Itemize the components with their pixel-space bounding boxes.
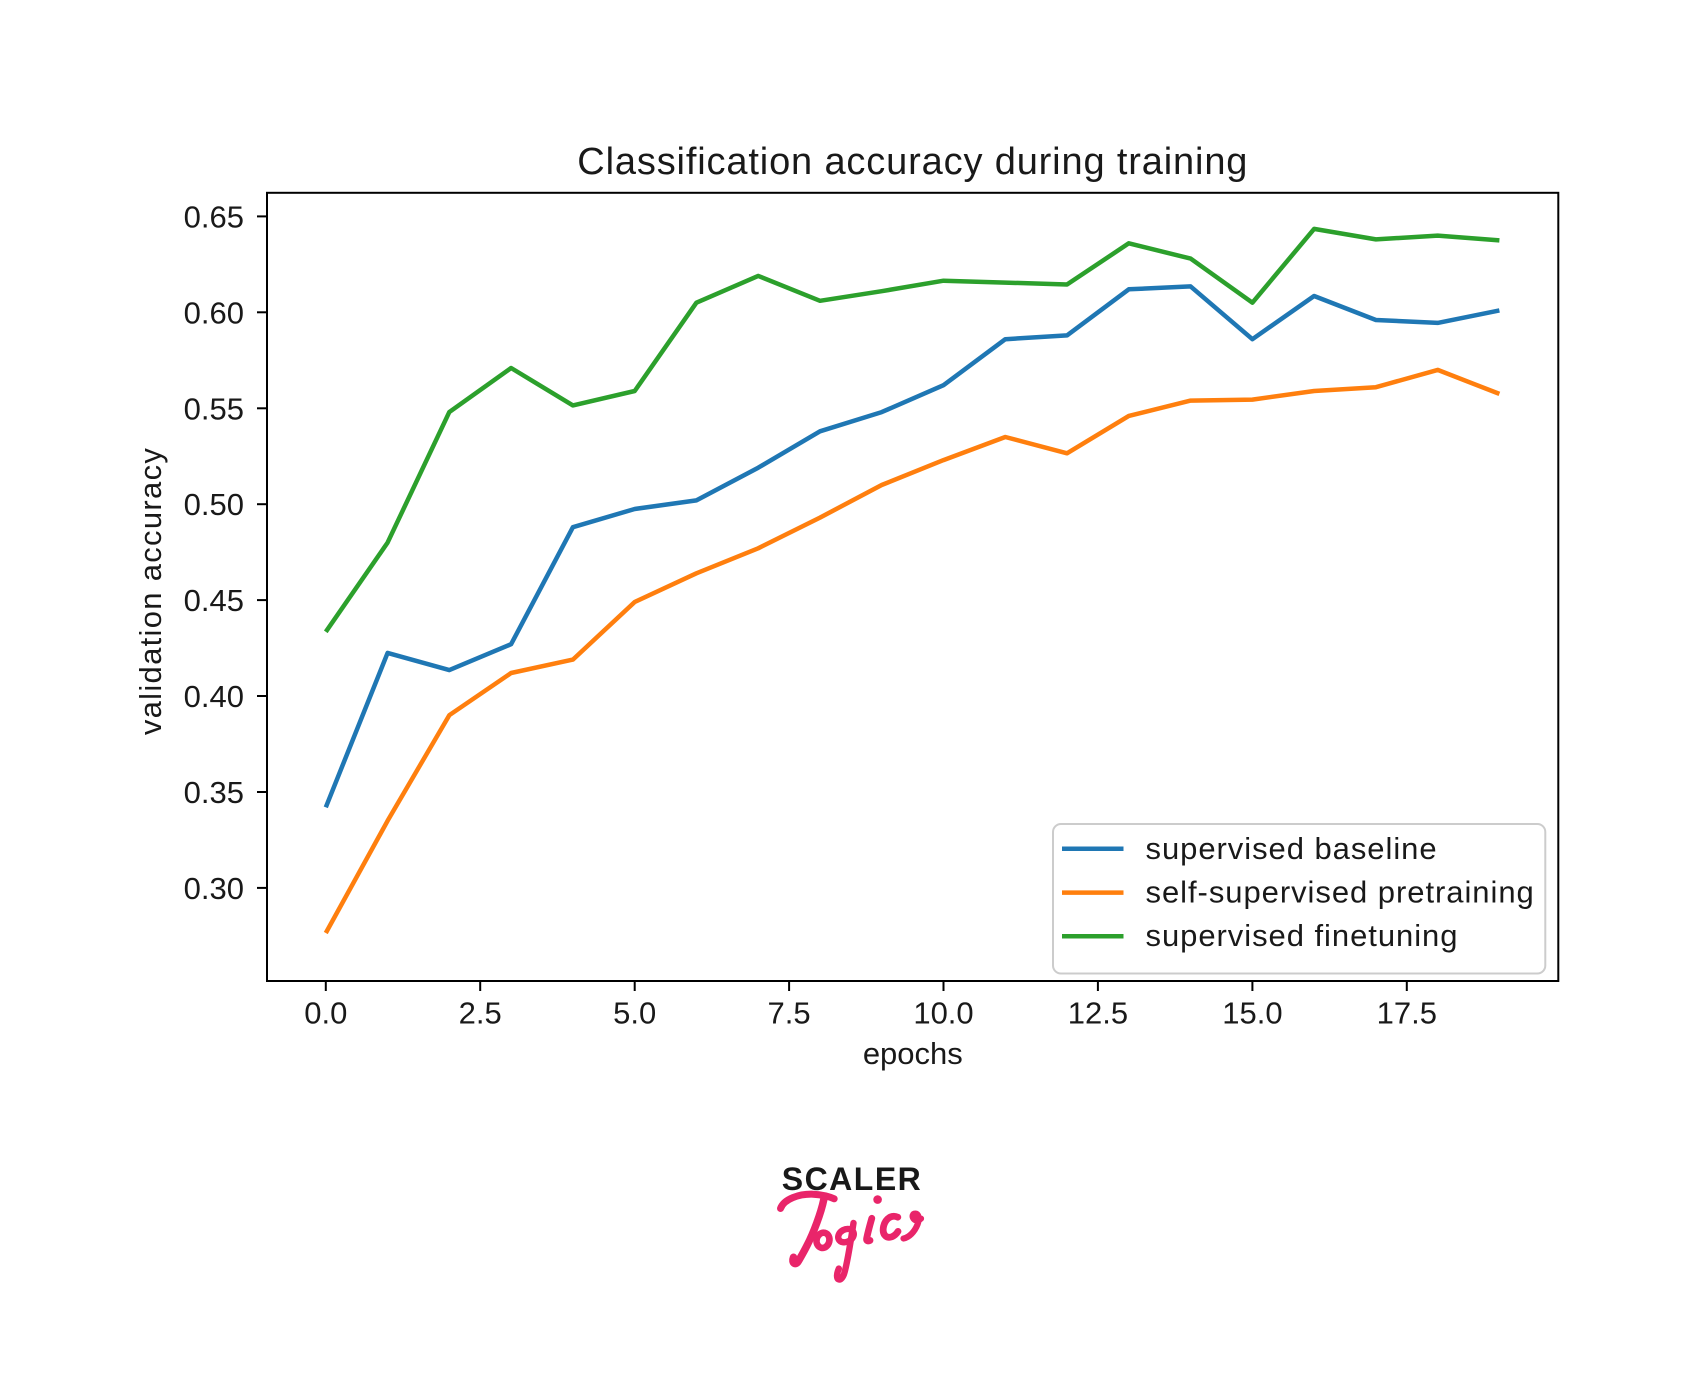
- svg-text:0.30: 0.30: [184, 871, 244, 906]
- svg-text:0.65: 0.65: [184, 199, 244, 234]
- svg-text:Classification accuracy during: Classification accuracy during training: [577, 141, 1248, 183]
- svg-text:0.40: 0.40: [184, 679, 244, 714]
- svg-text:15.0: 15.0: [1222, 996, 1282, 1031]
- svg-text:0.55: 0.55: [184, 391, 244, 426]
- svg-text:0.0: 0.0: [304, 996, 347, 1031]
- svg-text:2.5: 2.5: [459, 996, 502, 1031]
- svg-text:0.35: 0.35: [184, 775, 244, 810]
- svg-text:epochs: epochs: [863, 1036, 963, 1071]
- svg-text:supervised finetuning: supervised finetuning: [1146, 918, 1459, 953]
- svg-text:7.5: 7.5: [768, 996, 811, 1031]
- svg-text:17.5: 17.5: [1377, 996, 1437, 1031]
- svg-text:12.5: 12.5: [1068, 996, 1128, 1031]
- svg-text:5.0: 5.0: [613, 996, 656, 1031]
- svg-text:validation accuracy: validation accuracy: [133, 447, 168, 735]
- svg-text:supervised baseline: supervised baseline: [1146, 831, 1438, 866]
- svg-text:10.0: 10.0: [913, 996, 973, 1031]
- svg-text:0.50: 0.50: [184, 487, 244, 522]
- svg-text:0.60: 0.60: [184, 295, 244, 330]
- svg-text:self-supervised pretraining: self-supervised pretraining: [1146, 875, 1535, 910]
- svg-text:SCALER: SCALER: [782, 1161, 923, 1197]
- svg-text:0.45: 0.45: [184, 583, 244, 618]
